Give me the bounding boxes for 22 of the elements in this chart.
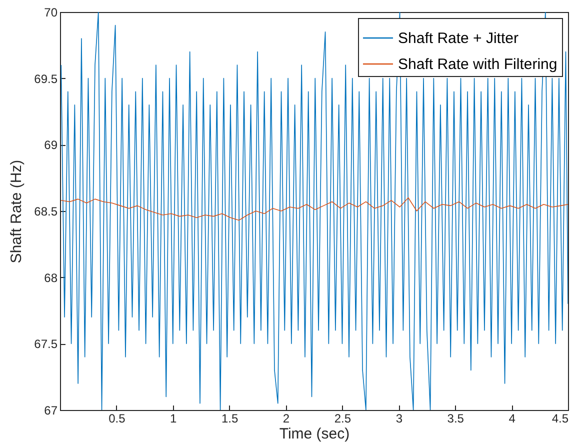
x-tick-label: 2 [282, 412, 290, 426]
y-tick-label: 69 [44, 138, 58, 152]
x-tick-label: 2.5 [334, 412, 352, 426]
x-axis-title: Time (sec) [279, 426, 350, 442]
y-axis-title: Shaft Rate (Hz) [8, 160, 26, 264]
x-tick-label: 0.5 [108, 412, 126, 426]
y-tick-label: 68 [44, 270, 58, 285]
x-tick-label: 1.5 [221, 412, 238, 426]
y-tick-label: 70 [44, 6, 58, 20]
x-tick-label: 3.5 [447, 412, 464, 426]
x-tick-label: 3 [396, 412, 403, 426]
y-tick-label: 67 [44, 404, 58, 418]
y-tick-label: 69.5 [34, 72, 58, 86]
line-series [60, 12, 568, 410]
legend-label: Shaft Rate + Jitter [398, 30, 518, 47]
line-series [60, 197, 568, 221]
legend-label: Shaft Rate with Filtering [398, 56, 558, 73]
x-tick-label: 4.5 [552, 412, 569, 426]
x-tick-label: 4 [508, 412, 516, 426]
x-tick-label: 1 [170, 412, 178, 426]
y-tick-label: 68.5 [34, 204, 58, 218]
y-tick-label: 67.5 [34, 337, 58, 352]
